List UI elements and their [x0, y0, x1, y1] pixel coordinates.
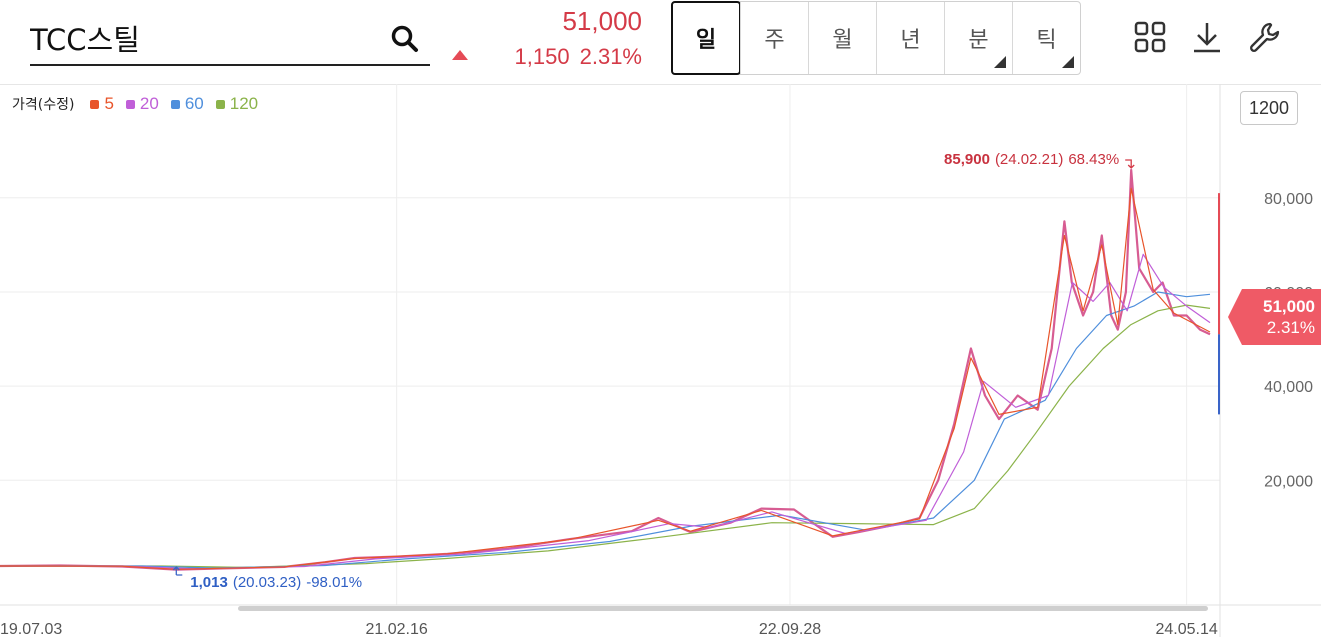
layout-grid-icon[interactable]: [1133, 20, 1167, 54]
low-marker-pct: -98.01%: [306, 574, 362, 591]
high-marker-arrow-icon: [1125, 159, 1135, 169]
current-price-tag: 51,000 2.31%: [1228, 289, 1321, 345]
legend-swatch: [170, 99, 180, 109]
series-line-ma120: [0, 304, 1211, 568]
period-tab-label: 분: [968, 28, 989, 53]
low-marker-date: (20.03.23): [233, 574, 301, 591]
legend-label: 120: [229, 94, 259, 113]
legend-swatch: [215, 99, 225, 109]
legend-label: 20: [139, 94, 159, 113]
top-bar: 51,000 1,150 2.31% 일 주 월 년 분 틱: [0, 0, 1321, 85]
current-price: 51,000: [562, 6, 642, 36]
high-marker-label: 85,900 (24.02.21) 68.43%: [944, 151, 1119, 168]
price-up-arrow-icon: [452, 50, 468, 60]
change-amount: 1,150: [514, 44, 570, 69]
high-marker-date: (24.02.21): [995, 151, 1063, 168]
period-tab-1[interactable]: 주: [740, 2, 808, 74]
search-box: [30, 14, 430, 66]
download-icon[interactable]: [1190, 20, 1224, 54]
wrench-icon[interactable]: [1248, 20, 1282, 54]
y-tick-label: 40,000: [1264, 379, 1313, 396]
series-line-ma5: [0, 187, 1211, 570]
series-line-ma20: [0, 253, 1211, 570]
period-tab-5[interactable]: 틱: [1012, 2, 1080, 74]
search-input[interactable]: [30, 18, 370, 58]
submenu-corner-icon: [1062, 56, 1074, 68]
legend-item-ma5[interactable]: 5: [90, 94, 114, 114]
x-tick-label: 24.05.14: [1155, 621, 1217, 637]
period-tab-3[interactable]: 년: [876, 2, 944, 74]
legend-item-ma120[interactable]: 120: [215, 94, 259, 114]
legend-label: 5: [104, 94, 114, 113]
period-tab-label: 년: [900, 28, 921, 53]
period-tab-label: 일: [695, 28, 717, 53]
high-marker-pct: 68.43%: [1068, 151, 1119, 168]
price-chart[interactable]: 20,00040,00060,00080,00019.07.0321.02.16…: [0, 84, 1321, 637]
chart-legend: 가격(수정) 5 20 60 120: [12, 94, 270, 114]
period-tab-0[interactable]: 일: [671, 1, 741, 75]
chart-scrollbar[interactable]: [238, 606, 1208, 611]
legend-item-ma60[interactable]: 60: [170, 94, 204, 114]
search-icon[interactable]: [390, 24, 420, 54]
legend-label: 60: [184, 94, 204, 113]
low-marker-arrow-icon: [172, 566, 183, 576]
price-change: 1,150 2.31%: [480, 44, 642, 70]
y-tick-label: 80,000: [1264, 191, 1313, 208]
submenu-corner-icon: [994, 56, 1006, 68]
price-tag-value: 51,000: [1263, 297, 1315, 316]
x-tick-label: 22.09.28: [759, 621, 821, 637]
period-tab-2[interactable]: 월: [808, 2, 876, 74]
price-tag-percent: 2.31%: [1266, 318, 1315, 337]
low-marker-label: 1,013 (20.03.23) -98.01%: [190, 574, 362, 591]
period-tab-4[interactable]: 분: [944, 2, 1012, 74]
series-line-ma60: [0, 291, 1211, 569]
low-marker-value: 1,013: [190, 574, 228, 591]
period-tab-label: 월: [832, 28, 853, 53]
series-line-price: [0, 168, 1211, 571]
period-tab-label: 주: [764, 28, 785, 53]
x-tick-label: 19.07.03: [0, 621, 62, 637]
high-marker-value: 85,900: [944, 151, 990, 168]
change-percent: 2.31%: [579, 44, 642, 69]
legend-item-ma20[interactable]: 20: [125, 94, 159, 114]
legend-swatch: [90, 99, 100, 109]
x-tick-label: 21.02.16: [366, 621, 428, 637]
legend-title: 가격(수정): [12, 97, 75, 113]
legend-swatch: [125, 99, 135, 109]
period-tab-label: 틱: [1036, 28, 1057, 53]
y-tick-label: 20,000: [1264, 473, 1313, 490]
candle-count-button[interactable]: 1200: [1240, 91, 1298, 125]
